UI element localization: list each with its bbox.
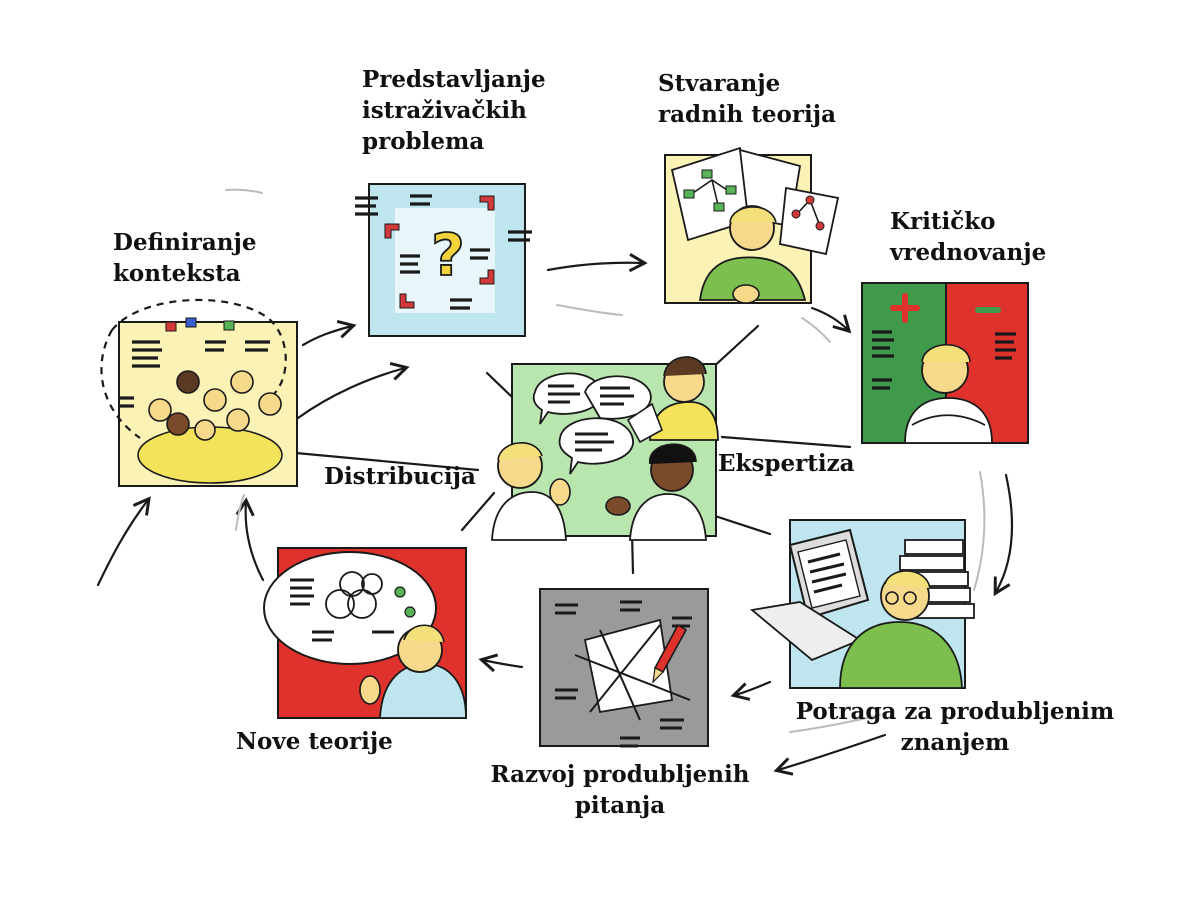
label-line: problema	[362, 128, 485, 155]
center-spokes	[294, 324, 852, 575]
arrow-search-to-questions-2	[773, 733, 887, 776]
label-kriticko-vrednovanje: Kritičko vrednovanje	[890, 206, 1046, 268]
panel-problems: ?	[355, 183, 532, 337]
arrow-critique-to-search	[993, 473, 1014, 597]
arrow-context-to-problems-2	[296, 362, 410, 420]
label-nove-teorije: Nove teorije	[236, 726, 393, 757]
label-line: istraživačkih	[362, 97, 527, 124]
panel-search	[749, 519, 975, 689]
label-distribucija: Distribucija	[324, 463, 476, 490]
arrow-context-to-problems	[301, 319, 357, 347]
panel-questions	[539, 588, 709, 748]
panel-theories	[664, 146, 840, 304]
label-potraga-znanje: Potraga za produbljenim znanjem	[788, 696, 1122, 758]
label-line: pitanja	[574, 792, 666, 819]
arrow-search-to-questions	[730, 680, 772, 701]
label-predstavljanje-problema: Predstavljanje istraživačkih problema	[362, 64, 546, 157]
label-line: vrednovanje	[890, 239, 1047, 266]
label-line: Nove teorije	[236, 728, 393, 755]
label-line: znanjem	[900, 729, 1010, 756]
label-stvaranje-teorija: Stvaranje radnih teorija	[658, 68, 836, 130]
label-line: Razvoj produbljenih	[490, 761, 750, 788]
label-definiranje-konteksta: Definiranje konteksta	[113, 227, 256, 289]
label-line: radnih teorija	[658, 101, 836, 128]
pencil-icon	[652, 623, 688, 684]
arrow-new-to-context	[235, 497, 265, 582]
svg-text:?: ?	[431, 221, 465, 289]
cycle-arrows	[96, 253, 1014, 776]
label-line: konteksta	[113, 260, 241, 287]
arrow-questions-to-new	[478, 653, 524, 673]
label-line: Stvaranje	[658, 70, 781, 97]
arrow-problems-to-theories	[546, 253, 648, 273]
panel-center	[491, 356, 719, 541]
label-line: Predstavljanje	[362, 66, 546, 93]
panel-critique	[861, 282, 1029, 444]
label-line: Kritičko	[890, 208, 996, 235]
arrow-bottom-to-context	[96, 496, 151, 587]
panel-context	[100, 298, 298, 487]
label-line: Definiranje	[113, 229, 257, 256]
label-line: Potraga za produbljenim	[795, 698, 1115, 725]
label-razvoj-pitanja: Razvoj produbljenih pitanja	[482, 759, 758, 821]
motion-strokes	[225, 188, 986, 733]
panel-new-theories	[263, 547, 467, 719]
arrow-theories-to-critique	[810, 306, 852, 334]
label-ekspertiza: Ekspertiza	[718, 450, 855, 477]
